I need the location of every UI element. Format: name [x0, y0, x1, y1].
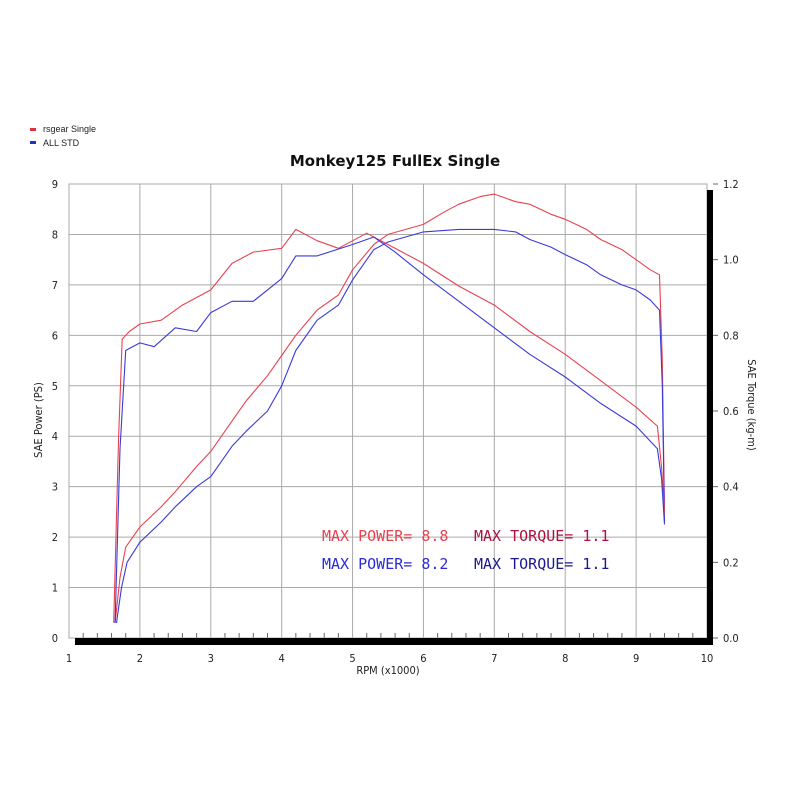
bottom-axis-bar	[75, 638, 713, 645]
y-tick-label: 4	[52, 430, 58, 443]
x-tick-label: 10	[701, 652, 714, 665]
y-tick-label: 7	[52, 279, 58, 292]
x-tick-label: 9	[633, 652, 639, 665]
legend-label-std: ALL STD	[43, 138, 80, 148]
x-tick-label: 5	[349, 652, 355, 665]
y-axis-label: SAE Power (PS)	[32, 382, 45, 458]
legend: rsgear Single ALL STD	[30, 124, 96, 148]
tick-labels: 1 2 3 4 5 6 7 8 9 1001234567890.00.20.40.60.81.01…	[52, 178, 739, 665]
y-tick-label: 3	[52, 481, 58, 494]
series-line-all-std-torque	[114, 236, 666, 623]
x-tick-label: 8	[562, 652, 568, 665]
y2-tick-label: 0.2	[723, 556, 739, 569]
x-tick-label: 7	[491, 652, 497, 665]
y-tick-label: 6	[52, 329, 58, 342]
legend-swatch-std	[30, 141, 36, 144]
y2-tick-label: 0.0	[723, 632, 739, 645]
series-line-all-std-power	[115, 228, 666, 623]
x-tick-label: 3	[208, 652, 214, 665]
legend-label-rsgear: rsgear Single	[43, 124, 96, 134]
chart-title: Monkey125 FullEx Single	[290, 152, 500, 170]
x-tick-label: 6	[420, 652, 426, 665]
y-tick-label: 5	[52, 380, 58, 393]
x-tick-label: 2	[137, 652, 143, 665]
y2-tick-label: 0.6	[723, 405, 739, 418]
legend-swatch-rsgear	[30, 128, 36, 131]
y-tick-label: 1	[52, 582, 58, 595]
x-tick-label: 4	[279, 652, 285, 665]
y-tick-label: 0	[52, 632, 58, 645]
x-tick-label: 1	[66, 652, 72, 665]
series-line-rsgear-single-torque	[113, 228, 666, 623]
y2-tick-label: 1.2	[723, 178, 739, 191]
max-torque-std: MAX TORQUE= 1.1	[474, 555, 609, 573]
max-power-rsgear: MAX POWER= 8.8	[322, 527, 448, 545]
x-axis-label: RPM (x1000)	[356, 664, 419, 677]
y-tick-label: 2	[52, 531, 58, 544]
right-axis-bar	[707, 190, 713, 645]
y-tick-label: 9	[52, 178, 58, 191]
max-torque-rsgear: MAX TORQUE= 1.1	[474, 527, 609, 545]
y2-tick-label: 0.4	[723, 481, 739, 494]
y2-axis-label: SAE Torque (kg-m)	[745, 359, 758, 451]
series-line-rsgear-single-power	[114, 193, 666, 623]
y2-tick-label: 1.0	[723, 254, 739, 267]
max-power-std: MAX POWER= 8.2	[322, 555, 448, 573]
y2-tick-label: 0.8	[723, 329, 739, 342]
series-lines	[113, 193, 666, 623]
y-tick-label: 8	[52, 228, 58, 241]
